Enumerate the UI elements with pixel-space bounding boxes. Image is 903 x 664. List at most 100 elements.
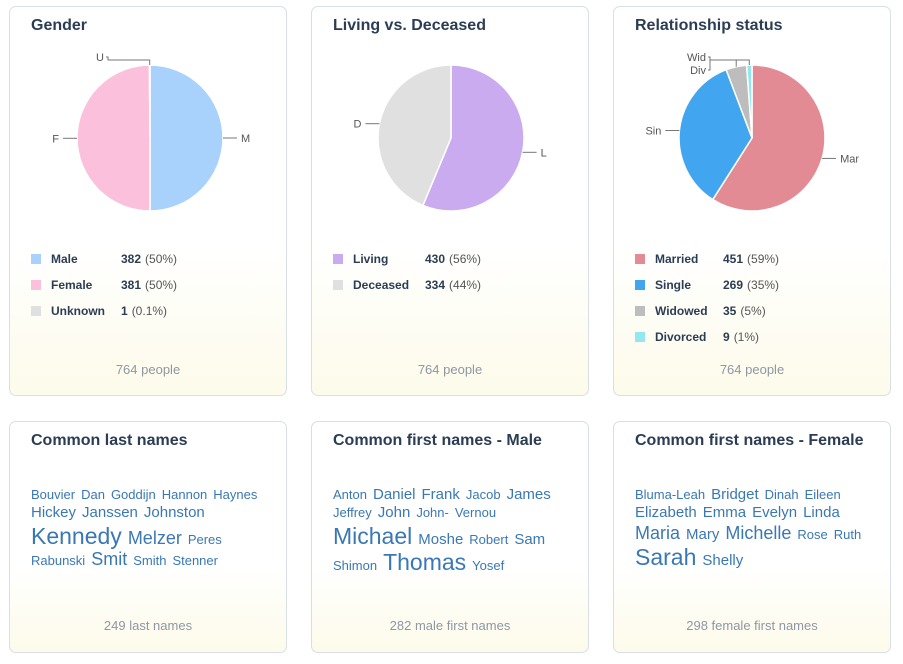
last-names-cloud: Bouvier Dan Goddijn Hannon Haynes Hickey Janss… <box>31 486 270 571</box>
pie-leader-line <box>708 59 750 71</box>
name-cloud-item[interactable]: Moshe <box>418 530 464 548</box>
card-footer: 764 people <box>417 362 483 377</box>
legend-pct: (44%) <box>449 278 482 292</box>
legend-pct: (35%) <box>747 278 780 292</box>
legend-item: Unknown 1 (0.1%) <box>31 298 177 324</box>
name-cloud-item[interactable]: Haynes <box>213 487 258 502</box>
name-cloud-item[interactable]: Stenner <box>172 553 218 569</box>
living-legend: Living 430 (56%) Deceased 334 (44%) <box>333 246 481 298</box>
name-cloud-item[interactable]: Dan <box>81 487 105 502</box>
name-cloud-item[interactable]: Hickey <box>31 504 77 522</box>
gender-card: Gender M F U Male 382 (50%) Female 381 (50… <box>9 6 287 396</box>
name-cloud-item[interactable]: Johnston <box>143 504 205 522</box>
name-cloud-item[interactable]: Dinah <box>764 487 799 502</box>
last-names-card: Common last names Bouvier Dan Goddijn Hanno… <box>9 421 287 653</box>
name-cloud-item[interactable]: Smith <box>133 553 167 569</box>
pie-label: F <box>52 133 59 145</box>
pie-slice-f <box>76 64 151 212</box>
legend-swatch <box>333 280 343 290</box>
name-cloud-item[interactable]: Shimon <box>333 558 378 574</box>
name-cloud-item[interactable]: Shelly <box>702 552 744 570</box>
name-cloud-item[interactable]: John- <box>416 505 449 521</box>
pie-label: Mar <box>840 153 859 165</box>
name-cloud-item[interactable]: Jacob <box>465 487 501 502</box>
legend-item: Widowed 35 (5%) <box>635 298 779 324</box>
pie-leader-line <box>708 56 737 67</box>
name-cloud-item[interactable]: Sarah <box>635 544 697 571</box>
legend-pct: (59%) <box>747 252 780 266</box>
name-cloud-item[interactable]: Bluma-Leah <box>635 487 706 502</box>
pie-label: Sin <box>645 126 661 138</box>
name-cloud-item[interactable]: Thomas <box>383 549 467 576</box>
name-cloud-item[interactable]: Sam <box>514 530 546 548</box>
name-cloud-item[interactable]: Ruth <box>833 526 862 542</box>
legend-count: 269 <box>723 278 744 292</box>
gender-legend: Male 382 (50%) Female 381 (50%) Unknown … <box>31 246 177 324</box>
name-cloud-item[interactable]: Mary <box>686 525 720 543</box>
name-cloud-item[interactable]: Bridget <box>711 486 759 503</box>
name-cloud-item[interactable]: Emma <box>702 504 747 522</box>
pie-slice-mar <box>711 64 826 212</box>
name-cloud-item[interactable]: John <box>377 504 411 522</box>
name-cloud-item[interactable]: Peres <box>187 531 222 547</box>
name-cloud-item[interactable]: Rose <box>797 526 828 542</box>
name-cloud-item[interactable]: Evelyn <box>752 504 798 522</box>
name-cloud-item[interactable]: Yosef <box>472 558 505 574</box>
name-cloud-item[interactable]: Melzer <box>127 527 182 548</box>
legend-count: 334 <box>425 278 446 292</box>
gender-pie: M F U <box>52 52 250 212</box>
name-cloud-item[interactable]: Frank <box>421 486 460 503</box>
legend-pct: (56%) <box>449 252 482 266</box>
name-cloud-item[interactable]: Eileen <box>804 487 841 502</box>
card-title: Common first names - Female <box>635 432 864 449</box>
legend-pct: (1%) <box>733 330 760 344</box>
legend-swatch <box>635 254 645 264</box>
name-cloud-item[interactable]: Rabunski <box>31 553 86 569</box>
name-cloud-item[interactable]: Robert <box>469 531 509 547</box>
name-cloud-item[interactable]: Janssen <box>82 504 138 522</box>
name-cloud-item[interactable]: Kennedy <box>31 522 122 549</box>
legend-label: Male <box>51 252 78 266</box>
relationship-card: Relationship status Mar Sin Wid Div Married… <box>613 6 891 396</box>
card-title: Gender <box>31 17 88 34</box>
legend-swatch <box>635 332 645 342</box>
pie-slice-sin <box>678 68 753 201</box>
card-footer: 298 female first names <box>686 618 818 633</box>
legend-count: 9 <box>723 330 730 344</box>
pie-slice-u <box>148 64 151 139</box>
name-cloud-item[interactable]: Smit <box>91 549 128 570</box>
legend-count: 35 <box>723 304 737 318</box>
pie-slice-div <box>745 64 753 139</box>
legend-label: Deceased <box>353 278 410 292</box>
legend-swatch <box>635 280 645 290</box>
legend-label: Living <box>353 252 389 266</box>
legend-item: Married 451 (59%) <box>635 246 779 272</box>
card-title: Relationship status <box>635 17 783 34</box>
name-cloud-item[interactable]: Goddijn <box>110 487 156 502</box>
card-title: Living vs. Deceased <box>333 17 486 34</box>
name-cloud-item[interactable]: Anton <box>333 487 367 502</box>
name-cloud-item[interactable]: Linda <box>803 504 840 522</box>
legend-swatch <box>31 280 41 290</box>
name-cloud-item[interactable]: Michael <box>333 522 413 549</box>
pie-slice-d <box>377 64 452 207</box>
living-pie: LD <box>353 64 547 212</box>
name-cloud-item[interactable]: Michelle <box>725 522 792 543</box>
name-cloud-item[interactable]: Bouvier <box>31 487 76 502</box>
pie-leader-line <box>106 56 151 66</box>
legend-item: Divorced 9 (1%) <box>635 324 779 350</box>
legend-item: Deceased 334 (44%) <box>333 272 481 298</box>
name-cloud-item[interactable]: Elizabeth <box>635 504 697 522</box>
pie-slice-l <box>421 64 525 212</box>
name-cloud-item[interactable]: Jeffrey <box>333 505 372 521</box>
card-footer: 282 male first names <box>389 618 511 633</box>
legend-swatch <box>31 306 41 316</box>
pie-label: D <box>353 119 361 131</box>
name-cloud-item[interactable]: Daniel <box>372 486 416 503</box>
name-cloud-item[interactable]: Vernou <box>454 505 497 521</box>
card-footer: 764 people <box>115 362 181 377</box>
name-cloud-item[interactable]: James <box>506 486 551 503</box>
legend-count: 381 <box>121 278 142 292</box>
name-cloud-item[interactable]: Hannon <box>161 487 208 502</box>
name-cloud-item[interactable]: Maria <box>635 522 681 543</box>
